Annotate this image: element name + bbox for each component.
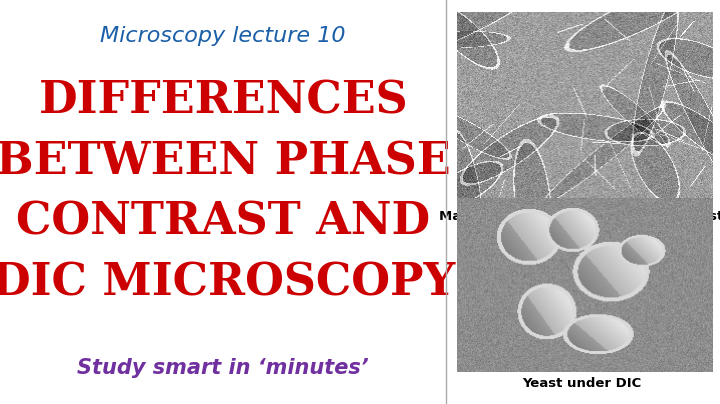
Text: Yeast under DIC: Yeast under DIC [522,377,641,390]
Text: Study smart in ‘minutes’: Study smart in ‘minutes’ [77,358,369,378]
Text: BETWEEN PHASE: BETWEEN PHASE [0,140,451,183]
Text: DIFFERENCES: DIFFERENCES [38,80,408,122]
Text: Microscopy lecture 10: Microscopy lecture 10 [101,26,346,46]
Text: DIC MICROSCOPY: DIC MICROSCOPY [0,261,455,304]
Text: Mammalian cell under Phase Contrast: Mammalian cell under Phase Contrast [439,210,720,223]
Text: CONTRAST AND: CONTRAST AND [16,201,431,244]
